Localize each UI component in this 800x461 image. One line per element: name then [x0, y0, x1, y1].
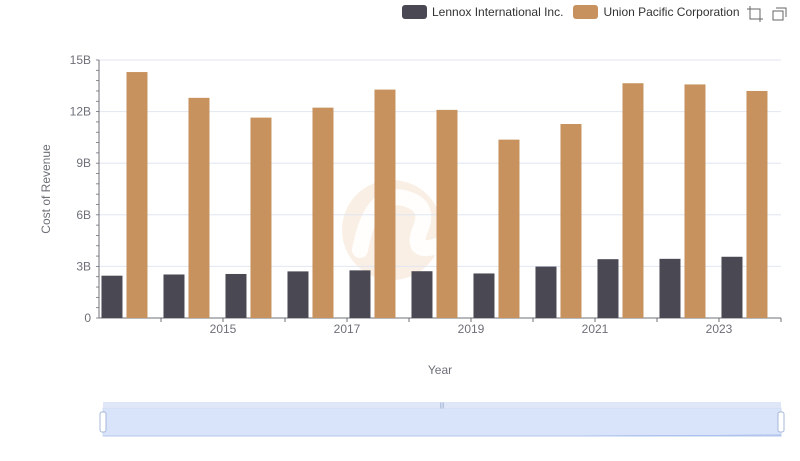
x-tick-label: 2017	[334, 322, 361, 336]
bar-lennox[interactable]	[225, 273, 247, 318]
x-axis: 2015 2017 2019 2021 2023	[99, 317, 782, 336]
bar-lennox[interactable]	[597, 259, 619, 318]
x-tick-label: 2015	[210, 322, 237, 336]
legend-item-lennox[interactable]: Lennox International Inc.	[402, 5, 563, 19]
bar-lennox[interactable]	[163, 274, 185, 318]
bar-lennox[interactable]	[721, 256, 743, 318]
y-tick-label: 3B	[76, 259, 91, 273]
y-tick-label: 6B	[76, 208, 91, 222]
bar-union-pacific[interactable]	[188, 97, 210, 318]
bar-lennox[interactable]	[101, 275, 123, 318]
bar-union-pacific[interactable]	[622, 83, 644, 318]
x-tick-label: 2023	[706, 322, 733, 336]
data-zoom-right-handle[interactable]	[777, 411, 785, 433]
bar-union-pacific[interactable]	[684, 84, 706, 318]
bars[interactable]	[101, 72, 768, 319]
bar-union-pacific[interactable]	[312, 107, 334, 318]
bar-union-pacific[interactable]	[746, 90, 768, 319]
bar-union-pacific[interactable]	[560, 123, 582, 318]
data-zoom-slider[interactable]: |||	[99, 402, 785, 437]
y-axis-title: Cost of Revenue	[39, 144, 53, 234]
legend: Lennox International Inc. Union Pacific …	[402, 3, 750, 21]
bar-lennox[interactable]	[411, 271, 433, 318]
data-zoom-preview-area	[103, 434, 782, 437]
bar-union-pacific[interactable]	[498, 139, 520, 318]
data-zoom-selection[interactable]	[103, 408, 781, 436]
x-axis-title: Year	[428, 363, 452, 377]
y-tick-label: 15B	[70, 53, 91, 67]
bar-union-pacific[interactable]	[250, 117, 272, 319]
data-zoom-top-bar[interactable]	[103, 402, 781, 408]
legend-item-union-pacific[interactable]: Union Pacific Corporation	[573, 5, 740, 19]
x-tick-label: 2021	[582, 322, 609, 336]
data-zoom-left-handle[interactable]	[99, 411, 107, 433]
bar-lennox[interactable]	[535, 266, 557, 318]
bar-lennox[interactable]	[473, 273, 495, 318]
legend-label-lennox: Lennox International Inc.	[432, 5, 564, 19]
x-tick-label: 2019	[458, 322, 485, 336]
bar-lennox[interactable]	[659, 258, 681, 318]
y-tick-label: 9B	[76, 156, 91, 170]
bar-lennox[interactable]	[287, 271, 309, 318]
zoom-reset-icon[interactable]	[771, 6, 787, 22]
y-tick-label: 0	[84, 311, 91, 325]
legend-label-union-pacific: Union Pacific Corporation	[603, 5, 740, 19]
zoom-select-icon[interactable]	[747, 6, 763, 22]
legend-swatch-union-pacific	[573, 5, 599, 19]
bar-union-pacific[interactable]	[126, 72, 148, 318]
toolbox	[747, 6, 795, 22]
bar-union-pacific[interactable]	[374, 89, 396, 318]
legend-swatch-lennox	[402, 5, 427, 19]
y-axis: 0 3B 6B 9B 12B 15B	[70, 53, 100, 325]
y-tick-label: 12B	[70, 105, 91, 119]
data-zoom-grip-icon[interactable]: |||	[440, 403, 445, 409]
bar-union-pacific[interactable]	[436, 109, 458, 318]
bar-lennox[interactable]	[349, 270, 371, 318]
